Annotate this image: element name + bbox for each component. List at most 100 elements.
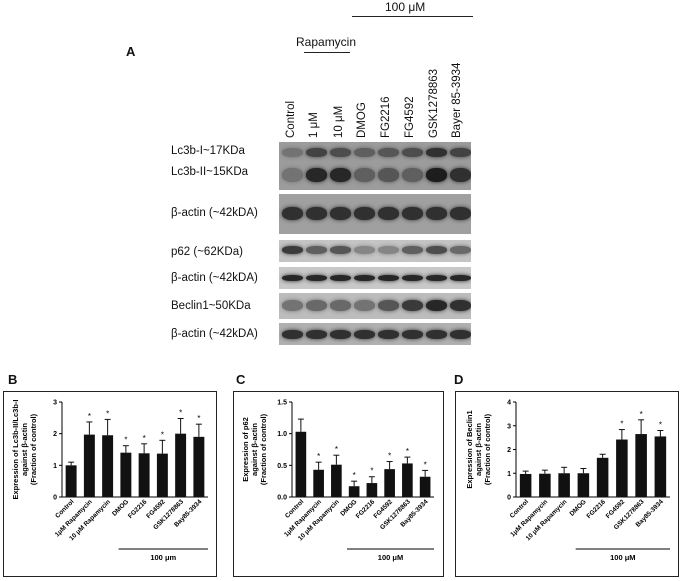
- blot-image-beclin1: [279, 293, 471, 319]
- actin-1-band: [282, 207, 303, 220]
- actin-2-band: [330, 275, 351, 281]
- actin-3-band: [402, 330, 423, 339]
- significance-marker-4: *: [353, 471, 356, 480]
- y-tick-label: 4: [507, 400, 511, 407]
- y-axis-label: against β-actin: [474, 423, 483, 476]
- bar-3: [102, 435, 114, 497]
- beclin1-band: [378, 300, 399, 311]
- bar-6: [616, 439, 628, 497]
- actin-1-band: [402, 207, 423, 220]
- actin-1-band: [354, 207, 375, 220]
- y-axis-label: (Fraction of control): [259, 413, 268, 485]
- actin-1-band: [426, 207, 447, 220]
- bar-5: [138, 453, 150, 497]
- bar-2: [83, 434, 95, 497]
- actin-2-band: [450, 275, 471, 281]
- panel-b-letter: B: [8, 372, 18, 387]
- blot-label-lc3b-i: Lc3b-I~17KDa: [171, 145, 245, 157]
- y-tick-label: 0: [507, 495, 511, 502]
- significance-marker-2: *: [317, 452, 320, 461]
- y-tick-label: 0: [53, 495, 57, 502]
- beclin1-band: [402, 300, 423, 311]
- actin-3-band: [306, 330, 327, 339]
- beclin1-band: [282, 300, 303, 311]
- lc3b-ii-band: [378, 168, 399, 182]
- lane-label-1um: 1 μM: [308, 112, 320, 138]
- significance-marker-8: *: [424, 460, 427, 469]
- lc3b-i-band: [378, 148, 399, 157]
- lc3b-ii-band: [306, 168, 327, 182]
- y-axis-label: (Fraction of control): [483, 413, 492, 485]
- bar-1: [65, 465, 77, 497]
- lane-label-fg4592: FG4592: [404, 96, 416, 138]
- significance-marker-7: *: [640, 410, 643, 419]
- rapamycin-label: Rapamycin: [296, 35, 357, 49]
- y-tick-label: 3: [507, 423, 511, 430]
- significance-marker-5: *: [143, 434, 146, 443]
- lane-label-10um: 10 μM: [333, 105, 345, 138]
- beclin1-band: [330, 300, 351, 311]
- p62-band: [450, 246, 471, 254]
- y-tick-label: 1: [53, 463, 57, 470]
- chart-b-frame: Expression of Lc3b-II/Lc3b-I against β-ac…: [3, 391, 217, 577]
- lc3b-ii-band: [282, 168, 303, 182]
- bar-5: [596, 457, 609, 497]
- actin-3-band: [330, 330, 351, 339]
- p62-band: [426, 246, 447, 254]
- bar-4: [577, 473, 590, 497]
- lc3b-i-band: [402, 148, 423, 157]
- actin-2-band: [282, 275, 303, 281]
- blot-label-actin-3: β-actin (~42kDA): [171, 328, 258, 340]
- actin-1-band: [330, 207, 351, 220]
- bar-1: [519, 473, 532, 497]
- p62-band: [282, 246, 303, 254]
- blot-label-p62: p62 (~62KDa): [171, 246, 243, 258]
- lane-label-gsk1278863: GSK1278863: [428, 68, 440, 138]
- actin-3-band: [354, 330, 375, 339]
- significance-marker-3: *: [106, 409, 109, 418]
- bar-7: [175, 433, 187, 497]
- significance-marker-4: *: [124, 436, 127, 445]
- blot-label-lc3b-ii: Lc3b-II~15KDa: [171, 166, 249, 178]
- bar-4: [348, 486, 360, 497]
- significance-marker-3: *: [335, 445, 338, 454]
- concentration-label: 100 μM: [385, 0, 426, 14]
- significance-marker-7: *: [406, 447, 409, 456]
- lc3b-ii-band: [402, 168, 423, 182]
- y-tick-label: 0.5: [277, 463, 287, 470]
- bar-8: [419, 476, 431, 497]
- significance-marker-8: *: [659, 421, 662, 430]
- beclin1-band: [450, 300, 471, 311]
- group-label: 100 μM: [610, 553, 635, 562]
- y-tick-label: 1.5: [277, 400, 287, 407]
- y-tick-label: 2: [53, 431, 57, 438]
- beclin1-band: [426, 300, 447, 311]
- significance-marker-8: *: [197, 414, 200, 423]
- actin-1-band: [306, 207, 327, 220]
- actin-3-band: [282, 330, 303, 339]
- chart-c-frame: Expression of p62 against β-actin (Fractio…: [233, 391, 444, 577]
- bar-8: [654, 436, 667, 497]
- lc3b-i-band: [450, 148, 471, 157]
- panel-c-letter: C: [236, 372, 246, 387]
- actin-1-band: [378, 207, 399, 220]
- bar-6: [384, 469, 395, 497]
- significance-marker-5: *: [370, 467, 373, 476]
- beclin1-band: [306, 300, 327, 311]
- actin-2-band: [402, 275, 423, 281]
- actin-2-band: [306, 275, 327, 281]
- lc3b-i-band: [282, 148, 303, 157]
- y-axis-label: (Fraction of control): [29, 413, 38, 485]
- rapamycin-bracket-line: [304, 52, 350, 53]
- blot-image-actin-2: [279, 267, 471, 289]
- y-axis-label: Expression of p62: [241, 417, 250, 482]
- bar-4: [120, 452, 132, 497]
- significance-marker-6: *: [620, 420, 623, 429]
- blot-label-actin-1: β-actin (~42kDA): [171, 207, 258, 219]
- group-label: 100 μM: [378, 553, 403, 562]
- p62-band: [306, 246, 327, 254]
- blot-image-lc3b: [279, 142, 471, 190]
- blot-label-beclin1: Beclin1~50KDa: [171, 300, 251, 312]
- bar-2: [313, 469, 324, 497]
- panel-a-letter: A: [126, 44, 136, 59]
